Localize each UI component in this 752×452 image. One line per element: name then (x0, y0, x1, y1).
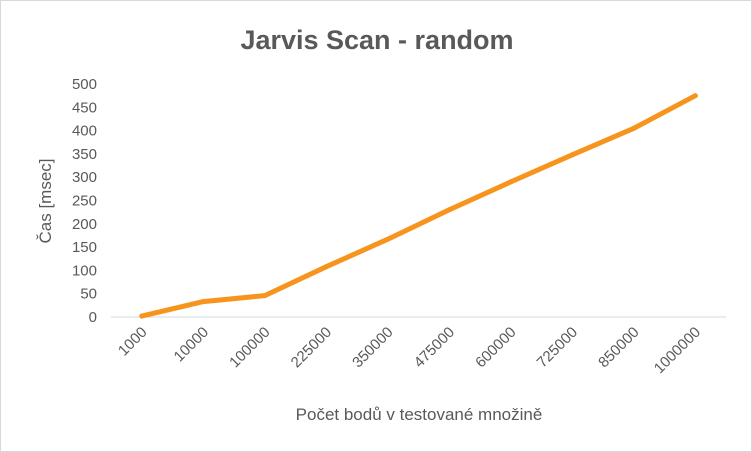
series-layer (139, 93, 698, 319)
x-tick-label: 350000 (349, 324, 396, 371)
y-tick-label: 200 (72, 216, 97, 233)
x-axis-title: Počet bodů v testované množině (296, 405, 543, 424)
x-tick-label: 100000 (226, 324, 273, 371)
x-tick-label: 225000 (288, 324, 335, 371)
x-tick-label: 850000 (595, 324, 642, 371)
x-tick-label: 1000 (115, 324, 151, 360)
data-point (385, 236, 391, 242)
y-tick-label: 300 (72, 169, 97, 186)
y-tick-label: 500 (72, 76, 97, 93)
y-tick-label: 450 (72, 99, 97, 116)
y-tick-label: 350 (72, 146, 97, 163)
y-tick-label: 150 (72, 239, 97, 256)
y-axis-ticks: 0 50 100 150 200 250 300 350 400 450 500 (72, 76, 97, 326)
y-tick-label: 0 (89, 309, 97, 326)
x-tick-label: 10000 (171, 324, 213, 366)
x-tick-label: 475000 (411, 324, 458, 371)
y-axis-title: Čas [msec] (36, 158, 55, 243)
data-point (569, 152, 575, 158)
data-point (262, 293, 268, 299)
x-axis-ticks: 1000 10000 100000 225000 350000 475000 600000 7… (115, 324, 704, 377)
data-point (446, 207, 452, 213)
chart-title: Jarvis Scan - random (240, 25, 513, 55)
x-tick-label: 725000 (534, 324, 581, 371)
y-tick-label: 50 (80, 286, 97, 303)
data-point (692, 93, 698, 99)
data-point (200, 299, 206, 305)
series-line (139, 93, 698, 319)
data-point (139, 313, 145, 319)
data-point (323, 264, 329, 270)
data-point (508, 179, 514, 185)
x-tick-label: 1000000 (651, 324, 704, 377)
y-tick-label: 100 (72, 262, 97, 279)
data-point (631, 125, 637, 131)
y-tick-label: 250 (72, 193, 97, 210)
y-tick-label: 400 (72, 123, 97, 140)
x-tick-label: 600000 (472, 324, 519, 371)
